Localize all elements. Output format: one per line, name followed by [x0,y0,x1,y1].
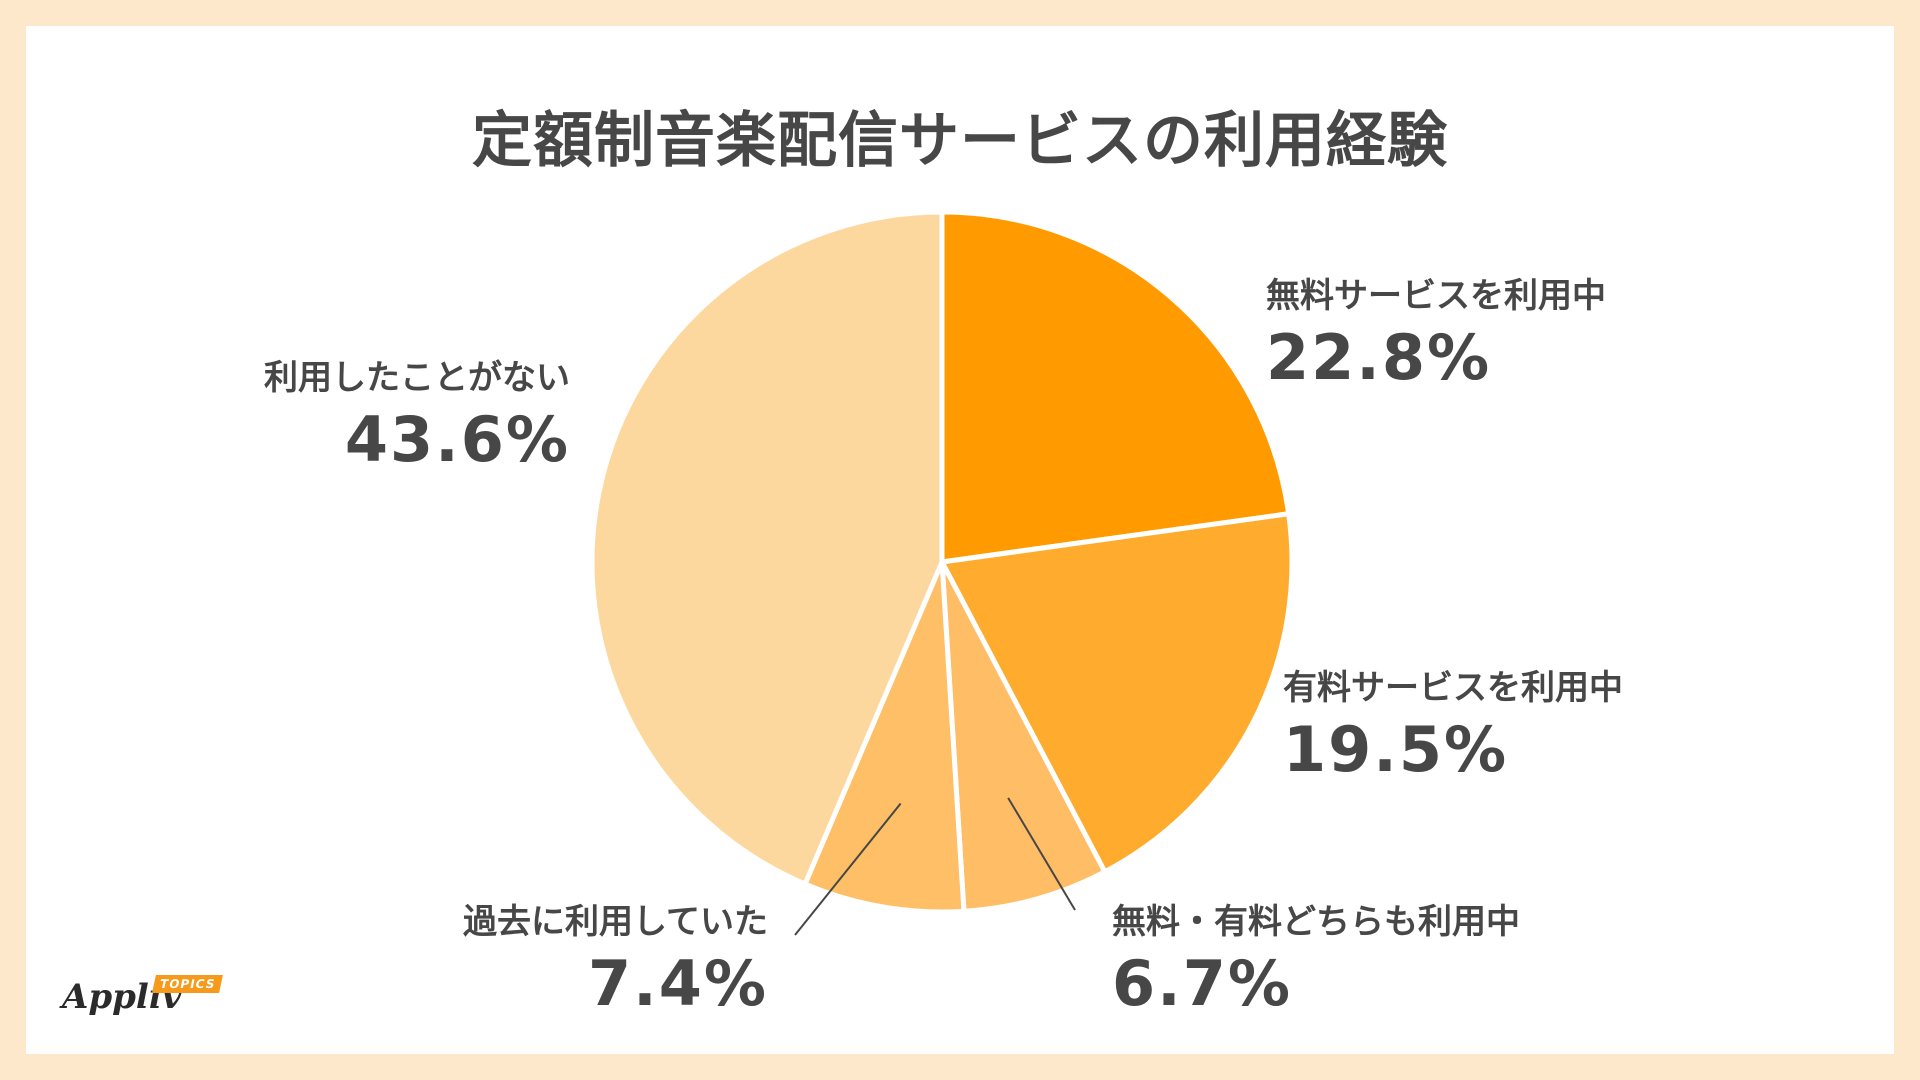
logo-badge: TOPICS [152,975,224,993]
slice-label-free: 無料サービスを利用中 22.8% [1266,268,1606,394]
slice-label-paid: 有料サービスを利用中 19.5% [1283,660,1623,786]
pie-slice-free [939,209,1292,565]
leader-line-both [1007,797,1076,911]
slice-value: 43.6% [344,403,570,476]
slice-name: 無料サービスを利用中 [1266,276,1606,316]
slice-name: 利用したことがない [264,358,570,398]
pie-slice-never [589,209,945,887]
slice-label-past: 過去に利用していた 7.4% [463,894,768,1020]
pie-slice-paid [939,511,1295,875]
slice-value: 6.7% [1112,947,1292,1020]
slice-value: 19.5% [1283,713,1509,786]
slice-label-never: 利用したことがない 43.6% [264,350,570,476]
appliv-logo: Appliv TOPICS [62,975,242,1035]
pie-slice-past [802,559,967,915]
chart-title: 定額制音楽配信サービスの利用経験 [472,106,1448,176]
slice-value: 7.4% [588,947,768,1020]
leader-line-past [794,802,902,936]
pie-slice-both [939,559,1108,914]
slice-label-both: 無料・有料どちらも利用中 6.7% [1112,894,1520,1020]
slice-name: 無料・有料どちらも利用中 [1112,902,1520,942]
slice-name: 過去に利用していた [463,902,768,942]
slice-name: 有料サービスを利用中 [1283,668,1623,708]
slice-value: 22.8% [1266,321,1492,394]
